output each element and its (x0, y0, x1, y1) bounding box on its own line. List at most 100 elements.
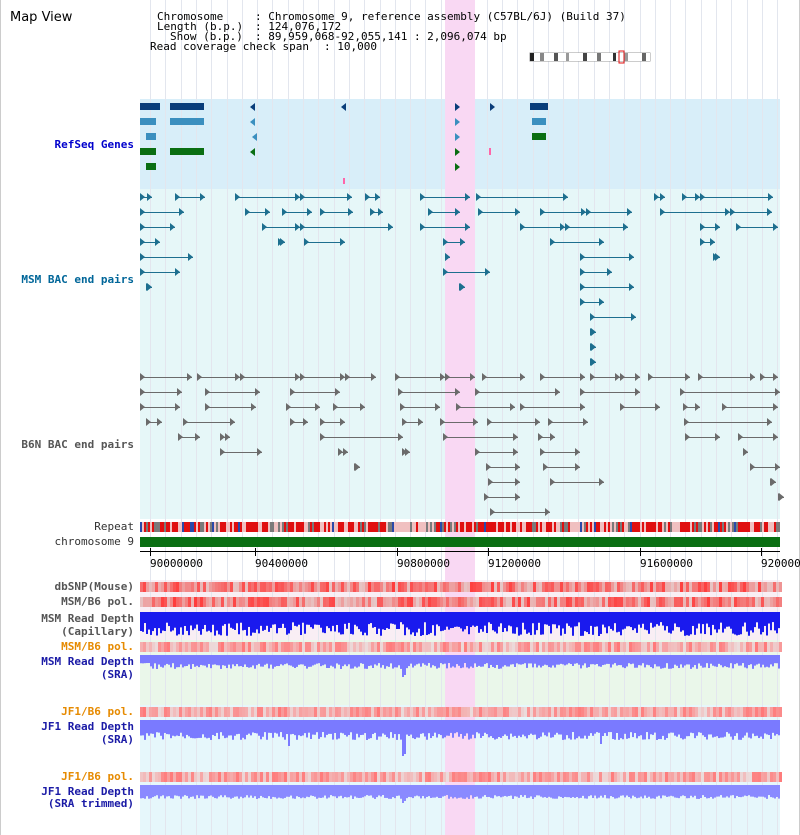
jf1-b6-pol-strip (239, 707, 242, 717)
jf1-depth-sra (580, 720, 582, 739)
jf1-b6-pol-strip (221, 707, 224, 717)
msm-b6-pol-strip-2 (752, 642, 755, 652)
repeat-segment (214, 522, 216, 532)
repeat-segment (348, 522, 350, 532)
msm-bac-end (445, 253, 450, 261)
b6n-bac-end (738, 433, 743, 441)
jf1-depth-sra (216, 720, 218, 733)
track-label-msm-bac[interactable]: MSM BAC end pairs (21, 273, 134, 286)
jf1-depth-trimmed (284, 785, 286, 798)
b6n-bac-end (183, 418, 188, 426)
msm-b6-pol-strip-2 (434, 642, 437, 652)
jf1-b6-pol-strip-2 (623, 772, 626, 782)
jf1-b6-pol-strip-2 (578, 772, 581, 782)
track-label-msm-depth-cap-1: MSM Read Depth (41, 612, 134, 625)
jf1-b6-pol-strip-2 (506, 772, 509, 782)
jf1-depth-sra (392, 720, 394, 738)
msm-depth-capillary (662, 612, 664, 626)
repeat-segment (478, 522, 480, 532)
dbsnp-strip (557, 582, 560, 592)
jf1-depth-sra (266, 720, 268, 740)
msm-b6-pol-strip (281, 597, 284, 607)
msm-b6-pol-strip-2 (230, 642, 233, 652)
repeat-segment (452, 522, 454, 532)
msm-depth-capillary (370, 612, 372, 624)
jf1-depth-sra (772, 720, 774, 733)
msm-depth-sra (586, 655, 588, 668)
jf1-b6-pol-strip-2 (599, 772, 602, 782)
jf1-depth-trimmed (584, 785, 586, 799)
repeat-segment (220, 522, 222, 532)
msm-depth-sra (196, 655, 198, 666)
repeat-segment (510, 522, 512, 532)
dbsnp-strip (545, 582, 548, 592)
b6n-bac-end (290, 388, 295, 396)
jf1-depth-trimmed (518, 785, 520, 798)
dbsnp-strip (173, 582, 176, 592)
repeat-segment (550, 522, 552, 532)
msm-b6-pol-strip (488, 597, 491, 607)
msm-depth-sra (174, 655, 176, 669)
msm-depth-capillary (478, 612, 480, 633)
msm-depth-capillary (500, 612, 502, 624)
msm-depth-sra (386, 655, 388, 667)
repeat-segment (528, 522, 530, 532)
refseq-arrow (455, 133, 460, 141)
jf1-depth-sra (340, 720, 342, 733)
repeat-segment (718, 522, 720, 532)
jf1-b6-pol-strip (224, 707, 227, 717)
msm-depth-sra (186, 655, 188, 667)
msm-depth-capillary (574, 612, 576, 627)
msm-b6-pol-strip-2 (578, 642, 581, 652)
jf1-b6-pol-strip (776, 707, 779, 717)
track-label-refseq[interactable]: RefSeq Genes (54, 138, 134, 151)
repeat-segment (212, 522, 214, 532)
dbsnp-strip (311, 582, 314, 592)
msm-depth-capillary (520, 612, 522, 635)
msm-b6-pol-strip-2 (629, 642, 632, 652)
dbsnp-strip (368, 582, 371, 592)
msm-b6-pol-strip (644, 597, 647, 607)
msm-depth-sra (540, 655, 542, 668)
jf1-b6-pol-strip-2 (392, 772, 395, 782)
jf1-depth-sra (734, 720, 736, 736)
jf1-b6-pol-strip (269, 707, 272, 717)
msm-depth-capillary (694, 612, 696, 635)
dbsnp-strip (767, 582, 770, 592)
jf1-depth-sra (422, 720, 424, 734)
jf1-b6-pol-strip (743, 707, 746, 717)
jf1-b6-pol-strip-2 (677, 772, 680, 782)
jf1-depth-sra (322, 720, 324, 733)
msm-depth-capillary (296, 612, 298, 627)
msm-depth-sra (436, 655, 438, 669)
msm-depth-capillary (734, 612, 736, 635)
jf1-depth-sra (650, 720, 652, 735)
msm-depth-capillary (244, 612, 246, 630)
jf1-b6-pol-strip (194, 707, 197, 717)
msm-depth-capillary (754, 612, 756, 628)
jf1-depth-sra (226, 720, 228, 738)
jf1-b6-pol-strip-2 (659, 772, 662, 782)
repeat-segment (436, 522, 438, 532)
jf1-depth-trimmed (494, 785, 496, 796)
jf1-b6-pol-strip (332, 707, 335, 717)
jf1-depth-sra (144, 720, 146, 740)
track-label-b6n-bac[interactable]: B6N BAC end pairs (21, 438, 134, 451)
repeat-segment (210, 522, 212, 532)
jf1-depth-sra (252, 720, 254, 733)
coverage-label: Read coverage check span (150, 40, 309, 53)
jf1-depth-sra (716, 720, 718, 737)
jf1-depth-sra (456, 720, 458, 733)
msm-depth-sra (208, 655, 210, 665)
msm-depth-sra (432, 655, 434, 666)
jf1-depth-trimmed (316, 785, 318, 799)
jf1-b6-pol-strip (608, 707, 611, 717)
msm-depth-sra (740, 655, 742, 666)
repeat-segment (302, 522, 304, 532)
msm-depth-sra (644, 655, 646, 668)
jf1-depth-sra (690, 720, 692, 733)
msm-bac-end (540, 208, 545, 216)
msm-depth-sra (600, 655, 602, 667)
msm-b6-pol-strip (440, 597, 443, 607)
b6n-bac-end (402, 418, 407, 426)
